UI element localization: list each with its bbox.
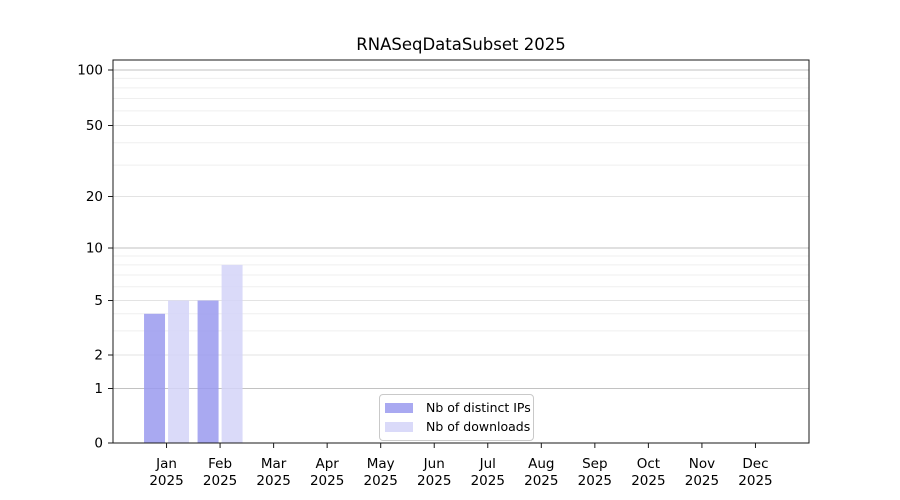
x-tick-label: Mar 2025	[256, 456, 290, 489]
x-tick-label: Aug 2025	[524, 456, 558, 489]
bar-downloads-jan	[168, 300, 190, 443]
x-tick-label: Jan 2025	[149, 456, 183, 489]
x-tick-label: Nov 2025	[685, 456, 719, 489]
legend-item-downloads: Nb of downloads	[385, 420, 533, 434]
axes: 0 1 2 5 10 20 50 100 Jan 2025 Feb 2025 Mar 2025 Apr 202…	[77, 59, 810, 489]
x-tick-label: May 2025	[364, 456, 398, 489]
legend: Nb of distinct IPs Nb of downloads	[379, 394, 534, 441]
x-tick-label: Jun 2025	[417, 456, 451, 489]
x-tick-label: Oct 2025	[631, 456, 665, 489]
x-tick-label: Jul 2025	[471, 456, 505, 489]
gridlines	[113, 69, 809, 389]
legend-label-downloads: Nb of downloads	[426, 418, 531, 434]
legend-swatch-downloads	[385, 422, 413, 432]
x-tick-label: Dec 2025	[738, 456, 772, 489]
y-tick-label: 20	[86, 189, 103, 205]
x-tick-label: Sep 2025	[578, 456, 612, 489]
y-tick-label: 10	[86, 241, 103, 257]
y-tick-label: 50	[86, 118, 103, 134]
bar-distinct-ips-feb	[197, 300, 219, 443]
bar-distinct-ips-jan	[144, 313, 166, 443]
y-tick-label: 5	[94, 293, 103, 309]
x-tick-label: Feb 2025	[203, 456, 237, 489]
bars	[144, 264, 243, 443]
legend-swatch-distinct-ips	[385, 403, 413, 413]
chart-title: RNASeqDataSubset 2025	[356, 35, 565, 54]
y-tick-label: 0	[94, 436, 103, 452]
legend-label-distinct-ips: Nb of distinct IPs	[426, 399, 531, 415]
x-tick-label: Apr 2025	[310, 456, 344, 489]
plot-border	[112, 59, 810, 444]
y-tick-label: 1	[94, 381, 103, 397]
bar-downloads-feb	[221, 264, 243, 443]
legend-item-distinct-ips: Nb of distinct IPs	[385, 401, 533, 415]
y-tick-label: 100	[77, 62, 103, 78]
y-tick-label: 2	[94, 347, 103, 363]
